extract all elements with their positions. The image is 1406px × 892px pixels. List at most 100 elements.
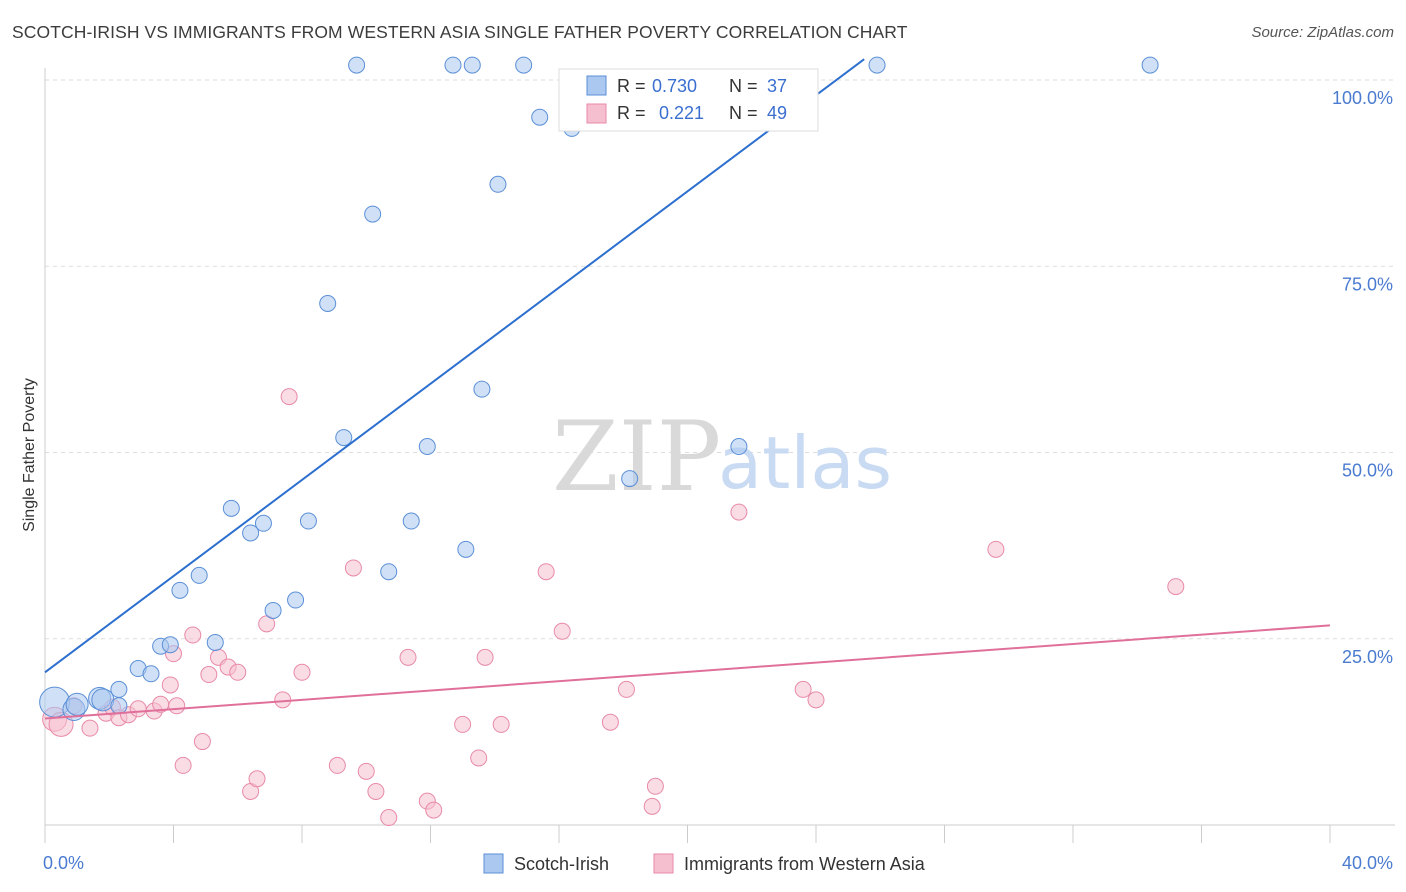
watermark-zip: ZIP xyxy=(552,401,721,513)
point-immigrants-western-asia xyxy=(807,691,825,709)
legend-swatch-blue xyxy=(586,75,607,96)
point-scotch-irish xyxy=(402,512,420,530)
point-immigrants-western-asia xyxy=(129,700,147,718)
point-scotch-irish xyxy=(489,175,507,193)
point-immigrants-western-asia xyxy=(293,663,311,681)
legend-n-label-1: N = xyxy=(729,76,758,96)
x-tick-labels: 0.0% 40.0% xyxy=(43,853,1393,873)
series-scotch-irish-points xyxy=(39,56,1159,722)
point-scotch-irish xyxy=(348,56,366,74)
point-scotch-irish xyxy=(473,380,491,398)
point-immigrants-western-asia xyxy=(328,756,346,774)
legend-bottom: Scotch-Irish Immigrants from Western Asi… xyxy=(483,853,926,874)
point-immigrants-western-asia xyxy=(730,503,748,521)
point-immigrants-western-asia xyxy=(357,762,375,780)
point-scotch-irish xyxy=(190,566,208,584)
legend-top: R = 0.730 N = 37 R = 0.221 N = 49 xyxy=(558,68,819,132)
y-axis-title: Single Father Poverty xyxy=(21,378,38,532)
point-scotch-irish xyxy=(171,581,189,599)
point-scotch-irish xyxy=(299,512,317,530)
point-scotch-irish xyxy=(287,591,305,609)
point-scotch-irish xyxy=(335,429,353,447)
chart-title: SCOTCH-IRISH VS IMMIGRANTS FROM WESTERN … xyxy=(12,22,908,42)
point-immigrants-western-asia xyxy=(492,715,510,733)
point-immigrants-western-asia xyxy=(476,648,494,666)
point-scotch-irish xyxy=(319,295,337,312)
trendline-immigrants-western-asia xyxy=(44,624,1331,720)
point-scotch-irish xyxy=(868,56,886,74)
point-immigrants-western-asia xyxy=(454,715,472,733)
point-scotch-irish xyxy=(1141,56,1159,74)
point-scotch-irish xyxy=(65,692,89,716)
point-scotch-irish xyxy=(457,540,475,558)
legend-n-value-2: 49 xyxy=(767,103,787,123)
point-immigrants-western-asia xyxy=(399,648,417,666)
point-immigrants-western-asia xyxy=(367,782,385,800)
point-immigrants-western-asia xyxy=(470,749,488,767)
point-scotch-irish xyxy=(444,56,462,74)
point-scotch-irish xyxy=(621,470,639,488)
point-immigrants-western-asia xyxy=(425,801,443,819)
trend-lines xyxy=(44,58,1331,720)
legend-bottom-swatch-blue xyxy=(483,853,504,874)
point-scotch-irish xyxy=(730,438,748,456)
point-immigrants-western-asia xyxy=(184,626,202,644)
point-scotch-irish xyxy=(418,438,436,456)
point-scotch-irish xyxy=(206,633,224,651)
point-immigrants-western-asia xyxy=(193,733,211,751)
point-immigrants-western-asia xyxy=(794,680,812,698)
y-tick-label: 75.0% xyxy=(1342,274,1393,294)
point-scotch-irish xyxy=(254,514,272,532)
point-scotch-irish xyxy=(515,56,533,74)
legend-r-value-1: 0.730 xyxy=(652,76,697,96)
point-immigrants-western-asia xyxy=(643,797,661,815)
point-scotch-irish xyxy=(242,524,260,542)
point-immigrants-western-asia xyxy=(646,777,664,795)
point-scotch-irish xyxy=(110,697,128,715)
point-immigrants-western-asia xyxy=(537,563,555,581)
point-immigrants-western-asia xyxy=(174,756,192,774)
point-immigrants-western-asia xyxy=(380,809,398,827)
point-immigrants-western-asia xyxy=(280,388,298,406)
y-tick-label: 50.0% xyxy=(1342,461,1393,481)
legend-r-label-1: R = xyxy=(617,76,646,96)
point-scotch-irish xyxy=(463,56,481,74)
point-immigrants-western-asia xyxy=(168,697,186,715)
watermark-atlas: atlas xyxy=(718,421,892,505)
trendline-scotch-irish xyxy=(44,58,865,674)
point-immigrants-western-asia xyxy=(617,680,635,698)
y-tick-label: 25.0% xyxy=(1342,647,1393,667)
x-tick-label-max: 40.0% xyxy=(1342,853,1393,873)
point-immigrants-western-asia xyxy=(248,770,266,788)
legend-bottom-label-1: Scotch-Irish xyxy=(514,854,609,874)
legend-r-label-2: R = xyxy=(617,103,646,123)
point-scotch-irish xyxy=(380,563,398,581)
legend-bottom-label-2: Immigrants from Western Asia xyxy=(684,854,926,874)
point-scotch-irish xyxy=(142,665,160,683)
point-scotch-irish xyxy=(161,636,179,654)
x-tick-label-min: 0.0% xyxy=(43,853,84,873)
point-scotch-irish xyxy=(531,108,549,126)
point-immigrants-western-asia xyxy=(344,559,362,577)
legend-swatch-pink xyxy=(586,103,607,124)
point-immigrants-western-asia xyxy=(601,713,619,731)
point-scotch-irish xyxy=(222,499,240,517)
legend-bottom-swatch-pink xyxy=(653,853,674,874)
legend-n-value-1: 37 xyxy=(767,76,787,96)
point-immigrants-western-asia xyxy=(161,676,179,694)
legend-n-label-2: N = xyxy=(729,103,758,123)
point-immigrants-western-asia xyxy=(81,719,99,737)
point-immigrants-western-asia xyxy=(200,666,218,684)
watermark: ZIP atlas xyxy=(552,401,892,513)
legend-r-value-2: 0.221 xyxy=(659,103,704,123)
point-immigrants-western-asia xyxy=(553,622,571,640)
point-scotch-irish xyxy=(264,601,282,619)
y-tick-label: 100.0% xyxy=(1332,88,1393,108)
point-scotch-irish xyxy=(110,680,128,698)
point-scotch-irish xyxy=(364,205,382,223)
y-tick-labels: 100.0% 75.0% 50.0% 25.0% xyxy=(1332,88,1393,667)
point-immigrants-western-asia xyxy=(229,663,247,681)
point-immigrants-western-asia xyxy=(987,540,1005,558)
point-scotch-irish xyxy=(91,688,115,712)
grid-lines xyxy=(45,79,1395,640)
